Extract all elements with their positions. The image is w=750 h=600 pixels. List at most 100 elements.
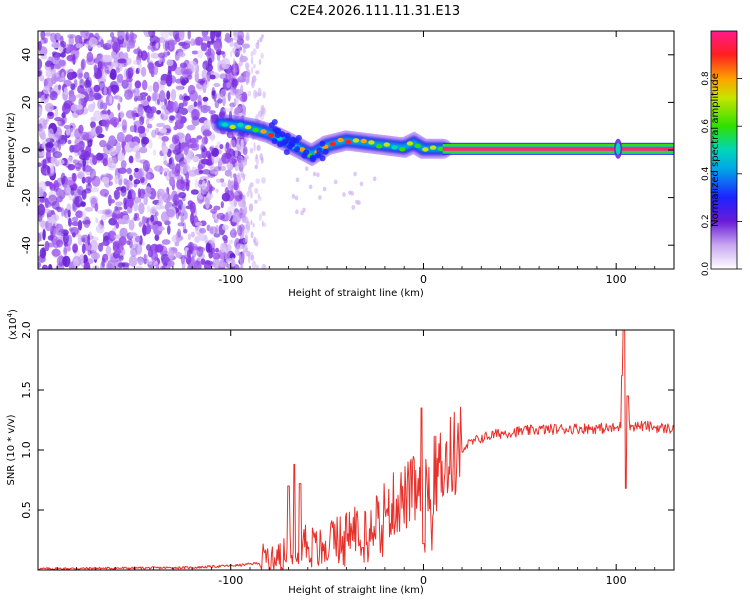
noise-blob (179, 75, 184, 85)
noise-blob (133, 179, 141, 185)
noise-blob (74, 162, 83, 169)
noise-blob (68, 227, 73, 232)
noise-blob (145, 163, 149, 173)
noise-blob (89, 240, 98, 253)
noise-blob (245, 35, 250, 42)
noise-blob (126, 76, 133, 83)
noise-blob (57, 231, 62, 240)
noise-blob (104, 66, 110, 74)
noise-blob (212, 252, 221, 260)
noise-blob (101, 214, 108, 221)
noise-blob (67, 245, 71, 252)
noise-blob (187, 263, 195, 269)
noise-blob (225, 212, 229, 222)
noise-blob (109, 32, 115, 38)
noise-blob (318, 195, 322, 200)
noise-blob (213, 40, 223, 52)
noise-blob (255, 70, 260, 75)
noise-blob (141, 79, 148, 91)
ridge-blob (283, 149, 290, 156)
noise-blob (60, 51, 66, 58)
noise-blob (67, 34, 76, 39)
noise-blob (54, 32, 62, 42)
noise-blob (295, 209, 299, 215)
noise-blob (119, 227, 128, 239)
noise-blob (260, 156, 264, 164)
noise-blob (209, 226, 218, 235)
noise-blob (39, 188, 44, 197)
spectrogram-panel: -100 0 100 -40 -20 0 20 40 Height of straight l… (6, 30, 675, 299)
noise-blob (236, 134, 241, 140)
noise-blob (42, 228, 46, 241)
ridge-hotspot (229, 124, 236, 130)
noise-blob (258, 58, 262, 65)
noise-blob (170, 89, 177, 101)
noise-blob (38, 58, 43, 70)
noise-blob (234, 65, 237, 74)
noise-blob (117, 31, 125, 40)
noise-blob (133, 125, 141, 134)
noise-blob (372, 176, 377, 182)
noise-blob (200, 158, 210, 165)
noise-blob (125, 180, 133, 190)
noise-blob (47, 111, 54, 117)
noise-blob (84, 32, 94, 37)
noise-blob (46, 84, 50, 92)
noise-blob (93, 84, 101, 93)
noise-blob (124, 198, 134, 207)
noise-blob (190, 231, 195, 238)
noise-blob (100, 241, 108, 246)
noise-blob (118, 236, 127, 246)
noise-blob (153, 260, 159, 269)
spectrogram-axes: -100 0 100 -40 -20 0 20 40 (20, 31, 674, 286)
noise-blob (86, 51, 94, 63)
noise-blob (174, 112, 182, 123)
ridge-hotspot (252, 128, 259, 133)
noise-blob (129, 142, 136, 149)
noise-blob (114, 248, 122, 254)
noise-blob (101, 117, 110, 128)
noise-blob (158, 90, 166, 103)
noise-blob (322, 186, 327, 192)
x-tick-label: -100 (218, 574, 243, 587)
noise-blob (103, 86, 107, 96)
noise-blob (118, 178, 123, 186)
noise-blob (316, 172, 320, 178)
noise-blob (44, 94, 48, 99)
noise-blob (67, 209, 71, 218)
noise-blob (134, 151, 141, 163)
noise-blob (244, 216, 249, 224)
noise-blob (209, 146, 214, 152)
noise-blob (81, 176, 86, 184)
noise-blob (123, 197, 127, 207)
noise-blob (209, 226, 214, 235)
noise-blob (118, 174, 123, 186)
noise-blob (190, 256, 195, 265)
noise-blob (220, 243, 227, 253)
noise-blob (201, 31, 208, 38)
noise-blob (42, 119, 48, 126)
noise-blob (240, 138, 244, 151)
noise-blob (49, 90, 58, 101)
noise-blob (201, 179, 206, 191)
noise-blob (295, 177, 300, 183)
noise-blob (82, 254, 88, 264)
noise-blob (83, 165, 92, 173)
noise-blob (215, 188, 219, 193)
noise-blob (235, 144, 239, 154)
noise-blob (261, 211, 266, 216)
noise-blob (227, 180, 232, 191)
noise-blob (312, 171, 317, 177)
noise-blob (220, 165, 226, 172)
noise-blob (224, 251, 230, 260)
noise-blob (50, 32, 57, 43)
noise-blob (244, 134, 250, 143)
noise-blob (143, 195, 148, 206)
noise-blob (167, 260, 175, 267)
noise-blob (41, 142, 47, 149)
noise-blob (48, 264, 53, 269)
noise-blob (160, 128, 167, 134)
noise-blob (167, 101, 176, 113)
noise-blob (175, 85, 185, 90)
noise-blob (150, 52, 160, 59)
